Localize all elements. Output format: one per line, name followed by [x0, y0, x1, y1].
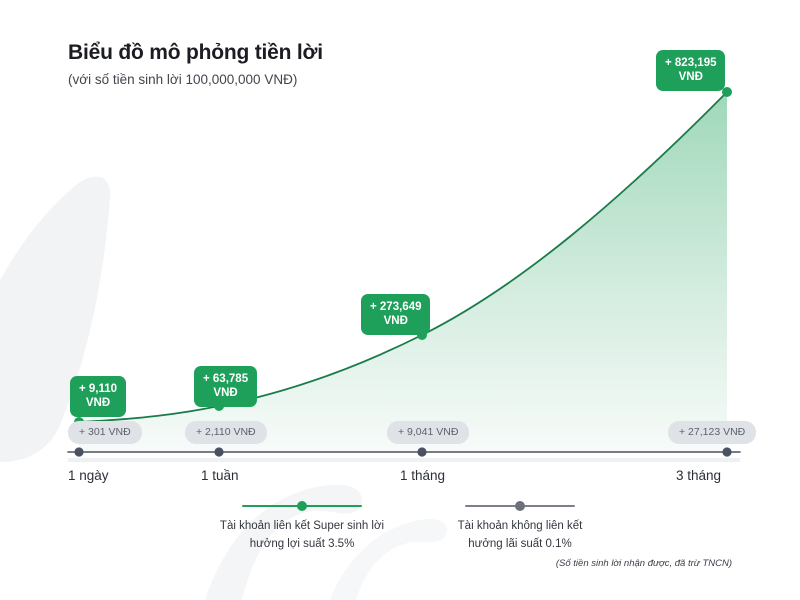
x-axis-tick-1-month: 1 tháng	[400, 468, 446, 483]
badge-amount: + 63,785	[203, 373, 249, 385]
value-badge-3-months: + 823,195 VNĐ	[656, 50, 726, 91]
badge-currency: VNĐ	[213, 387, 238, 400]
baseline-pill-1-month: + 9,041 VNĐ	[387, 421, 470, 444]
value-badge-1-week: + 63,785 VNĐ	[194, 366, 258, 407]
legend-swatch-gray	[465, 500, 575, 512]
gray-point-3	[417, 447, 427, 457]
gray-point-4	[722, 447, 732, 457]
value-badge-1-month: + 273,649 VNĐ	[361, 294, 431, 335]
green-point-4	[722, 87, 732, 97]
legend-label-line1: Tài khoản liên kết Super sinh lời	[219, 520, 385, 532]
legend-dot-icon	[297, 501, 307, 511]
chart-header: Biểu đồ mô phỏng tiền lời (với số tiền s…	[68, 40, 488, 88]
badge-amount: + 273,649	[370, 301, 422, 313]
baseline-pill-1-week: + 2,110 VNĐ	[185, 421, 267, 444]
page-title: Biểu đồ mô phỏng tiền lời	[68, 41, 323, 64]
value-badge-1-day: + 9,110 VNĐ	[70, 376, 127, 417]
chart-legend: Tài khoản liên kết Super sinh lời hưởng …	[0, 500, 800, 560]
badge-currency: VNĐ	[678, 71, 703, 84]
chart-subtitle: (với số tiền sinh lời 100,000,000 VNĐ)	[68, 72, 298, 88]
x-axis-tick-3-months: 3 tháng	[676, 468, 722, 483]
baseline-pill-3-months: + 27,123 VNĐ	[668, 421, 757, 444]
badge-amount: + 9,110	[79, 383, 118, 395]
gray-point-2	[214, 447, 224, 457]
x-axis-tick-1-day: 1 ngày	[68, 468, 109, 483]
legend-item-super-account[interactable]: Tài khoản liên kết Super sinh lời hưởng …	[196, 500, 408, 554]
badge-currency: VNĐ	[383, 315, 408, 328]
badge-amount: + 823,195	[665, 57, 717, 69]
legend-dot-icon	[515, 501, 525, 511]
baseline-pill-1-day: + 301 VNĐ	[68, 421, 142, 444]
chart-footnote: (Số tiền sinh lời nhận được, đã trừ TNCN…	[555, 558, 732, 569]
legend-item-unlinked-account[interactable]: Tài khoản không liên kết hưởng lãi suất …	[424, 500, 616, 554]
green-area-fill	[79, 92, 727, 452]
legend-swatch-green	[242, 500, 362, 512]
gray-point-1	[74, 447, 84, 457]
green-trend-line	[78, 91, 728, 423]
x-axis-tick-1-week: 1 tuần	[201, 468, 239, 483]
legend-label-line2: hưởng lãi suất 0.1%	[468, 537, 572, 550]
legend-label-line2: hưởng lợi suất 3.5%	[249, 537, 355, 550]
legend-label-line1: Tài khoản không liên kết	[457, 520, 583, 532]
badge-currency: VNĐ	[85, 397, 111, 410]
